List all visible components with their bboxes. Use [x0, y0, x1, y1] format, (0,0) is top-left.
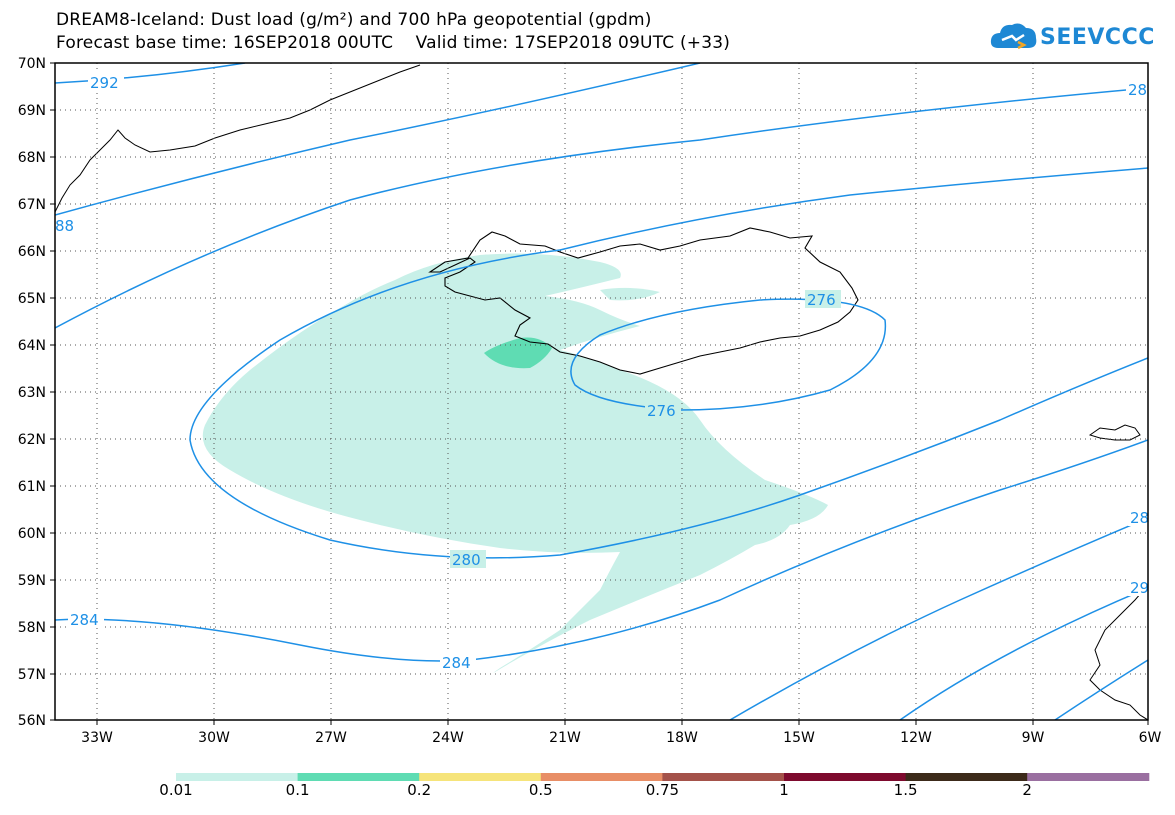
- contour-label-288-left: 88: [55, 217, 74, 235]
- lon-label: 30W: [198, 730, 230, 746]
- lat-label: 68N: [18, 150, 46, 166]
- contour-label-276-a: 276: [807, 291, 836, 309]
- map-content: 292 28 88 276 276 280 284 284 28 29: [55, 63, 1149, 720]
- colorbar-label: 2: [1022, 781, 1032, 799]
- colorbar-label: 1: [779, 781, 789, 799]
- colorbar-swatch: [662, 773, 785, 781]
- lon-label: 24W: [432, 730, 464, 746]
- contour-label-284-left: 284: [70, 611, 99, 629]
- contour-label-288-lower: 28: [1130, 509, 1149, 527]
- lat-label: 61N: [18, 479, 46, 495]
- lon-label: 15W: [783, 730, 815, 746]
- lat-label: 69N: [18, 103, 46, 119]
- lon-label: 18W: [666, 730, 698, 746]
- contour-label-292: 292: [90, 74, 119, 92]
- contour-288-top: [55, 63, 701, 216]
- lon-label: 27W: [315, 730, 347, 746]
- colorbar-label: 0.2: [407, 781, 432, 799]
- colorbar-swatch: [784, 773, 907, 781]
- colorbar-swatch: [540, 773, 663, 781]
- map-title: DREAM8-Iceland: Dust load (g/m²) and 700…: [56, 10, 652, 30]
- contour-288-lower: [729, 517, 1148, 720]
- scotland-coastline: [1089, 584, 1148, 720]
- contour-288-mid: [55, 87, 1148, 329]
- contour-label-288-right: 28: [1128, 81, 1147, 99]
- lat-label: 66N: [18, 244, 46, 260]
- colorbar-swatch: [905, 773, 1028, 781]
- lon-label: 9W: [1022, 730, 1045, 746]
- colorbar-swatch: [297, 773, 420, 781]
- lat-label: 70N: [18, 56, 46, 72]
- colorbar-swatch: [176, 773, 299, 781]
- dust-load-low-area-patch: [600, 287, 660, 301]
- colorbar-label: 0.1: [285, 781, 310, 799]
- lon-label: 12W: [900, 730, 932, 746]
- logo-text: SEEVCCC: [1040, 25, 1155, 50]
- forecast-time-subtitle: Forecast base time: 16SEP2018 00UTC Vali…: [56, 33, 731, 53]
- dust-load-low-area: [202, 253, 828, 673]
- lat-label: 58N: [18, 620, 46, 636]
- lat-label: 60N: [18, 526, 46, 542]
- contour-label-292-lower: 29: [1130, 579, 1149, 597]
- colorbar-swatch: [1027, 773, 1150, 781]
- contour-label-280: 280: [452, 551, 481, 569]
- axis-ticks: [50, 62, 1149, 725]
- lat-label: 62N: [18, 432, 46, 448]
- lon-label: 6W: [1139, 730, 1162, 746]
- contour-label-276-b: 276: [647, 402, 676, 420]
- colorbar-swatch: [419, 773, 542, 781]
- lat-label: 59N: [18, 573, 46, 589]
- contour-292: [55, 63, 246, 84]
- contour-284-lower: [55, 439, 1148, 662]
- contour-296-lower: [1054, 659, 1148, 720]
- lat-label: 56N: [18, 713, 46, 729]
- colorbar-label: 0.75: [645, 781, 680, 799]
- contour-284-upper: [559, 167, 1148, 251]
- lat-label: 67N: [18, 197, 46, 213]
- cloud-logo-icon: [990, 23, 1037, 50]
- contour-280-loop: [189, 249, 1148, 559]
- lat-label: 57N: [18, 667, 46, 683]
- colorbar-label: 0.01: [159, 781, 193, 799]
- iceland-coastline: [428, 227, 859, 375]
- lat-label: 63N: [18, 385, 46, 401]
- map-gridlines: [55, 63, 1148, 720]
- colorbar: [176, 773, 1150, 781]
- lat-label: 65N: [18, 291, 46, 307]
- contour-292-lower: [899, 587, 1148, 720]
- colorbar-label: 1.5: [893, 781, 918, 799]
- greenland-coastline: [55, 64, 421, 213]
- faroe-coastline: [1088, 424, 1141, 441]
- geopotential-contours: [55, 63, 1148, 720]
- lon-label: 21W: [549, 730, 581, 746]
- lon-label: 33W: [81, 730, 113, 746]
- colorbar-label: 0.5: [528, 781, 553, 799]
- lat-label: 64N: [18, 338, 46, 354]
- contour-label-284-mid: 284: [442, 654, 471, 672]
